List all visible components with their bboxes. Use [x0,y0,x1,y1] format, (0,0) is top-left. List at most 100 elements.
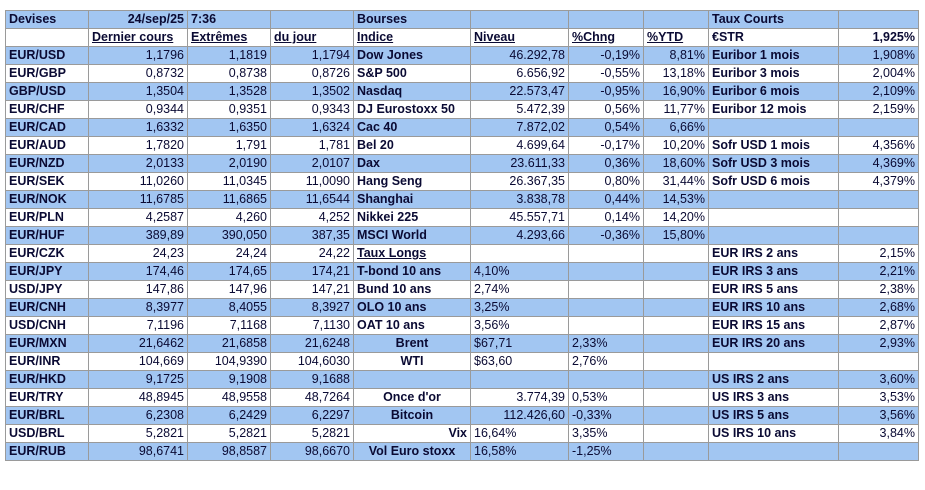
value-cell: -0,55% [568,64,644,83]
label-cell: US IRS 10 ans [708,424,839,443]
empty-cell [643,244,709,263]
value-cell: 390,050 [187,226,271,245]
table-row: USD/JPY 147,86 147,96 147,21 Bund 10 ans 2,74… [5,280,919,299]
value-cell: 11,6544 [270,190,354,209]
label-cell: GBP/USD [5,82,89,101]
empty-cell [568,10,644,29]
label-cell: T-bond 10 ans [353,262,471,281]
empty-cell [643,442,709,461]
value-cell: -0,33% [568,406,644,425]
empty-cell [838,10,919,29]
value-cell: 4,10% [470,262,569,281]
value-cell: 15,80% [643,226,709,245]
empty-cell [643,262,709,281]
label-cell: DJ Eurostoxx 50 [353,100,471,119]
label-cell: Brent [353,334,471,353]
empty-cell [270,10,354,29]
value-cell: 0,9344 [88,100,188,119]
value-cell: 2,15% [838,244,919,263]
table-body: Devises 24/sep/25 7:36 Bourses Taux Courts De… [5,10,919,461]
value-cell: 0,53% [568,388,644,407]
label-cell: Euribor 3 mois [708,64,839,83]
value-cell: 6,2297 [270,406,354,425]
label-cell: Nikkei 225 [353,208,471,227]
label-cell: Euribor 12 mois [708,100,839,119]
empty-cell [643,334,709,353]
value-cell: 6,66% [643,118,709,137]
empty-cell [5,28,89,47]
value-cell: 7,1130 [270,316,354,335]
label-cell: EUR IRS 3 ans [708,262,839,281]
value-cell: 389,89 [88,226,188,245]
value-cell: 45.557,71 [470,208,569,227]
value-cell: 4,379% [838,172,919,191]
value-cell: 2,76% [568,352,644,371]
empty-cell [643,388,709,407]
value-cell: -1,25% [568,442,644,461]
value-cell: 10,20% [643,136,709,155]
value-cell: 48,7264 [270,388,354,407]
value-cell: 1,7820 [88,136,188,155]
value-cell: -0,36% [568,226,644,245]
label-cell: EUR/USD [5,46,89,65]
value-cell: 23.611,33 [470,154,569,173]
table-row: EUR/INR 104,669 104,9390 104,6030 WTI $63,60 2… [5,352,919,371]
header-cell: Devises [5,10,89,29]
empty-cell [708,208,839,227]
value-cell: 21,6858 [187,334,271,353]
table-row: EUR/USD 1,1796 1,1819 1,1794 Dow Jones 46.292… [5,46,919,65]
value-cell: 9,1725 [88,370,188,389]
value-cell: 98,8587 [187,442,271,461]
empty-cell [643,298,709,317]
table-row: EUR/RUB 98,6741 98,8587 98,6670 Vol Euro sto… [5,442,919,461]
value-cell: 11,0090 [270,172,354,191]
value-cell: 1,3502 [270,82,354,101]
empty-cell [568,298,644,317]
label-cell: US IRS 2 ans [708,370,839,389]
value-cell: 104,669 [88,352,188,371]
value-cell: 2,74% [470,280,569,299]
label-cell: Hang Seng [353,172,471,191]
empty-cell [643,406,709,425]
quote-board: Devises 24/sep/25 7:36 Bourses Taux Courts De… [5,10,919,461]
label-cell: Dax [353,154,471,173]
empty-cell [838,190,919,209]
table-row: EUR/HKD 9,1725 9,1908 9,1688 US IRS 2 ans 3,6… [5,370,919,389]
value-cell: 2,21% [838,262,919,281]
value-cell: 98,6670 [270,442,354,461]
empty-cell [708,442,839,461]
label-cell: USD/BRL [5,424,89,443]
value-cell: 16,58% [470,442,569,461]
label-cell: Sofr USD 3 mois [708,154,839,173]
label-cell: EUR/HKD [5,370,89,389]
value-cell: 11,77% [643,100,709,119]
label-cell: Bund 10 ans [353,280,471,299]
table-row: EUR/JPY 174,46 174,65 174,21 T-bond 10 ans 4,… [5,262,919,281]
label-cell: EUR/AUD [5,136,89,155]
label-cell: Euribor 1 mois [708,46,839,65]
value-cell: 1,1794 [270,46,354,65]
empty-cell [568,244,644,263]
value-cell: 0,44% [568,190,644,209]
value-cell: 1,908% [838,46,919,65]
value-cell: 16,64% [470,424,569,443]
value-cell: 387,35 [270,226,354,245]
table-row: EUR/CZK 24,23 24,24 24,22 Taux Longs EUR IRS … [5,244,919,263]
label-cell: EUR/SEK [5,172,89,191]
value-cell: 11,0345 [187,172,271,191]
empty-cell [643,424,709,443]
empty-cell [643,370,709,389]
value-cell: 48,8945 [88,388,188,407]
label-cell: EUR/MXN [5,334,89,353]
table-row: EUR/AUD 1,7820 1,791 1,781 Bel 20 4.699,64 -0,… [5,136,919,155]
header-cell: du jour [270,28,354,47]
value-cell: 8,3977 [88,298,188,317]
table-row: EUR/MXN 21,6462 21,6858 21,6248 Brent $67,71 2… [5,334,919,353]
value-cell: 1,6332 [88,118,188,137]
value-cell: 21,6462 [88,334,188,353]
table-row: Dernier cours Extrêmes du jour Indice Niveau… [5,28,919,47]
label-cell: Once d'or [353,388,471,407]
label-cell: US IRS 3 ans [708,388,839,407]
label-cell: EUR/TRY [5,388,89,407]
value-cell: 7,1196 [88,316,188,335]
